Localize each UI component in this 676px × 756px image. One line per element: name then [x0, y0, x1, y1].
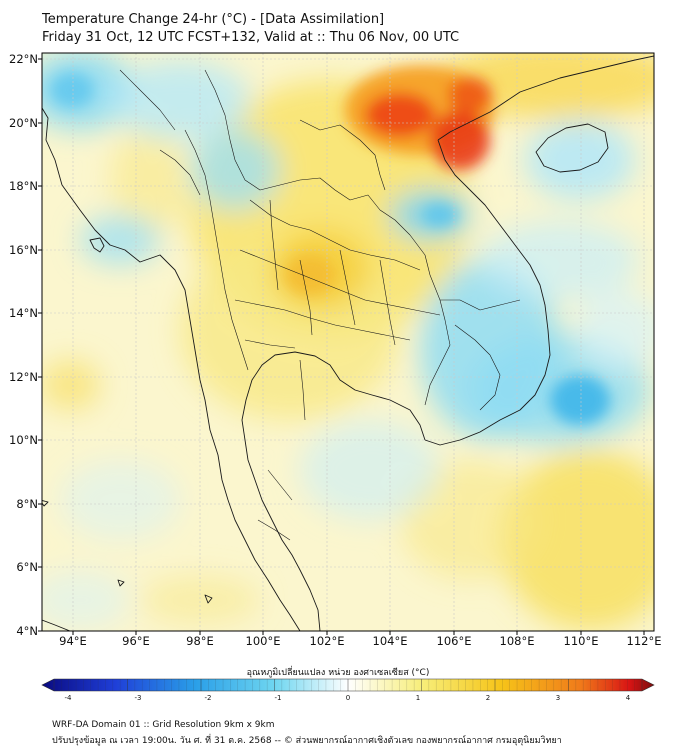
admin-borders — [119, 69, 521, 541]
colorbar-tick-label: 4 — [626, 694, 631, 702]
lon-label: 98°E — [186, 634, 214, 648]
colorbar: -4 -3 -2 -1 0 1 2 3 4 — [41, 678, 655, 702]
colorbar-tick-label: -2 — [205, 694, 212, 702]
lon-label: 112°E — [627, 634, 662, 648]
lon-label: 102°E — [310, 634, 345, 648]
colorbar-tick-label: 2 — [486, 694, 490, 702]
lon-label: 100°E — [246, 634, 281, 648]
lat-label: 4°N — [16, 624, 38, 638]
graticule — [42, 53, 654, 631]
lat-label: 6°N — [16, 560, 38, 574]
lat-label: 14°N — [9, 306, 38, 320]
colorbar-tick-label: -3 — [135, 694, 142, 702]
lat-label: 10°N — [9, 433, 38, 447]
model-info: WRF-DA Domain 01 :: Grid Resolution 9km … — [52, 720, 275, 730]
chart-title: Temperature Change 24-hr (°C) - [Data As… — [42, 12, 385, 27]
lon-label: 96°E — [122, 634, 150, 648]
lat-label: 18°N — [9, 179, 38, 193]
latitude-labels: 22°N 20°N 18°N 16°N 14°N 12°N 10°N 8°N 6… — [9, 52, 38, 638]
lon-label: 108°E — [500, 634, 535, 648]
credit-line: ปรับปรุงข้อมูล ณ เวลา 19:00น. วัน ศ. ที่… — [52, 736, 562, 746]
chart-subtitle: Friday 31 Oct, 12 UTC FCST+132, Valid at… — [42, 30, 460, 45]
lat-label: 20°N — [9, 116, 38, 130]
longitude-labels: 94°E 96°E 98°E 100°E 102°E 104°E 106°E 1… — [59, 634, 661, 648]
lon-label: 110°E — [564, 634, 599, 648]
colorbar-tick-labels: -4 -3 -2 -1 0 1 2 3 4 — [65, 694, 631, 702]
lon-label: 94°E — [59, 634, 87, 648]
colorbar-tick-label: 0 — [346, 694, 350, 702]
lat-label: 16°N — [9, 243, 38, 257]
lon-label: 104°E — [373, 634, 408, 648]
lon-label: 106°E — [437, 634, 472, 648]
lat-label: 8°N — [16, 497, 38, 511]
colorbar-tick-label: -1 — [275, 694, 282, 702]
plot-frame — [41, 52, 655, 632]
axis-ticks — [38, 58, 645, 635]
colorbar-tick-label: -4 — [65, 694, 73, 702]
temperature-field — [42, 53, 654, 631]
colorbar-tick-label: 3 — [556, 694, 560, 702]
colorbar-tick-label: 1 — [416, 694, 420, 702]
lat-label: 12°N — [9, 370, 38, 384]
lat-label: 22°N — [9, 52, 38, 66]
colorbar-ticks — [53, 679, 643, 691]
coastlines — [42, 55, 654, 631]
colorbar-label: อุณหภูมิเปลี่ยนแปลง หน่วย องศาเซลเซียส (… — [246, 668, 430, 678]
